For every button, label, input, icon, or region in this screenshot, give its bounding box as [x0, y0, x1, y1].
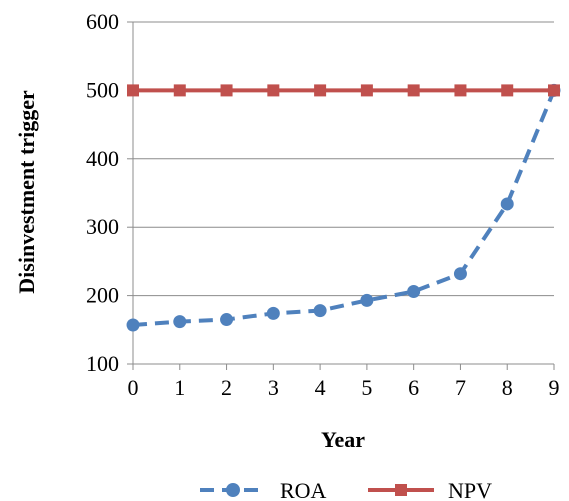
y-tick-label: 300	[86, 214, 119, 239]
npv-point	[127, 84, 139, 97]
x-tick-label: 7	[455, 375, 466, 400]
roa-point	[407, 284, 421, 298]
legend-npv-marker	[395, 484, 407, 496]
x-tick-label: 0	[128, 375, 139, 400]
roa-point	[220, 313, 234, 327]
legend-npv-label: NPV	[448, 478, 492, 501]
npv-point	[314, 84, 327, 97]
roa-point	[173, 315, 187, 329]
axes	[127, 21, 555, 370]
npv-point	[501, 84, 514, 97]
y-tick-label: 400	[86, 146, 119, 171]
roa-point	[360, 293, 374, 307]
x-tick-label: 2	[221, 375, 232, 400]
roa-point	[453, 267, 467, 281]
x-tick-label: 6	[408, 375, 419, 400]
x-tick-label: 8	[502, 375, 513, 400]
roa-point	[266, 306, 280, 320]
npv-point	[267, 84, 280, 97]
y-tick-label: 100	[86, 351, 119, 376]
roa-point	[313, 304, 327, 318]
x-axis-title: Year	[321, 427, 365, 452]
npv-point	[548, 84, 560, 97]
roa-series-line	[132, 89, 556, 327]
x-tick-label: 1	[174, 375, 185, 400]
y-tick-label: 600	[86, 9, 119, 34]
npv-point	[454, 84, 467, 97]
x-tick-label: 4	[315, 375, 326, 400]
npv-point	[173, 84, 186, 97]
x-tick-label: 5	[361, 375, 372, 400]
y-axis-tick-labels: 100 200 300 400 500 600	[86, 9, 119, 376]
y-tick-label: 500	[86, 77, 119, 102]
legend-roa-label: ROA	[280, 478, 327, 501]
series-layer	[126, 83, 561, 332]
roa-point	[500, 197, 514, 211]
npv-point	[220, 84, 233, 97]
npv-point	[407, 84, 420, 97]
legend: ROA NPV	[200, 478, 492, 501]
npv-point	[360, 84, 373, 97]
grid-lines	[133, 21, 554, 297]
x-tick-label: 3	[268, 375, 279, 400]
x-axis-tick-labels: 0 1 2 3 4 5 6 7 8 9	[128, 375, 560, 400]
y-axis-title: Disinvestment trigger	[14, 90, 39, 294]
y-tick-label: 200	[86, 283, 119, 308]
legend-roa-marker	[226, 483, 240, 497]
roa-point	[126, 318, 140, 332]
x-tick-label: 9	[549, 375, 560, 400]
